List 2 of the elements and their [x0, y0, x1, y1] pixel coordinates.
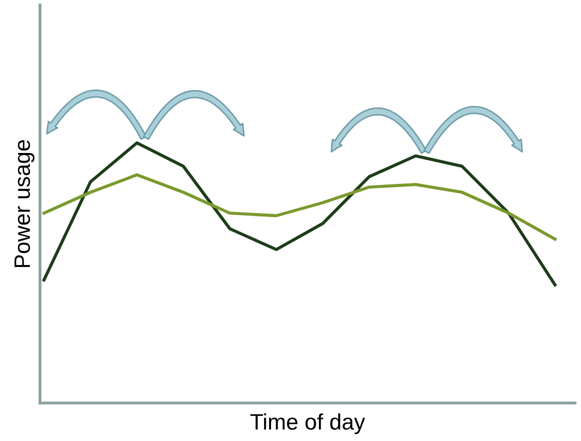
x-axis-title: Time of day [250, 413, 366, 434]
y-axis-title: Power usage [14, 140, 34, 268]
